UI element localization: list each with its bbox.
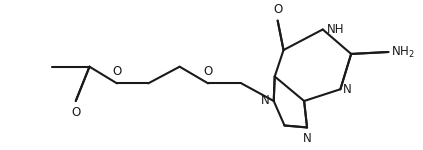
Text: N: N bbox=[261, 94, 270, 108]
Text: NH: NH bbox=[327, 23, 344, 36]
Text: N: N bbox=[303, 132, 311, 145]
Text: O: O bbox=[203, 65, 213, 78]
Text: NH$_2$: NH$_2$ bbox=[391, 44, 415, 60]
Text: N: N bbox=[343, 83, 352, 96]
Text: O: O bbox=[71, 106, 80, 119]
Text: O: O bbox=[273, 3, 282, 16]
Text: O: O bbox=[112, 65, 121, 78]
